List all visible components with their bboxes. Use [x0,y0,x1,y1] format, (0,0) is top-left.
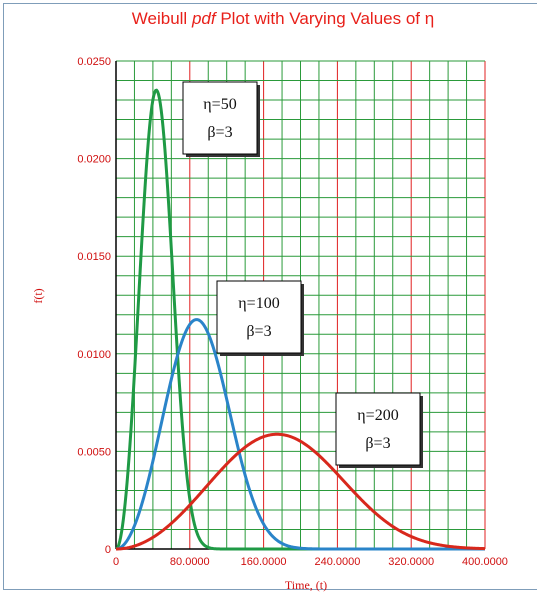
chart-title: Weibull pdf Plot with Varying Values of … [132,9,434,28]
annotation-text: η=100 [238,295,279,312]
y-tick-label: 0.0100 [77,349,111,361]
annotation-text: β=3 [365,435,390,452]
y-axis-label: f(t) [31,288,45,303]
y-tick-label: 0.0200 [77,154,111,166]
x-tick-label: 0 [113,556,119,568]
y-tick-label: 0.0250 [77,56,111,68]
x-tick-label: 80.0000 [170,556,210,568]
data-curves [115,88,486,551]
annotation-box [216,280,302,354]
y-tick-label: 0.0150 [77,251,111,263]
x-tick-label: 400.0000 [462,556,508,568]
annotation-text: β=3 [207,124,232,141]
y-tick-labels: 0 0.0050 0.0100 0.0150 0.0200 0.0250 [77,56,111,556]
annotation-box [335,392,421,466]
annotation-box [182,81,258,155]
x-tick-label: 240.0000 [314,556,360,568]
annotation-text: η=200 [357,407,398,424]
title-suffix: Plot with Varying Values of η [220,9,434,28]
x-tick-labels: 0 80.0000 160.0000 240.0000 320.0000 400.0000 [113,556,508,568]
x-axis-label: Time, (t) [285,578,327,592]
title-italic: pdf [191,9,218,28]
y-tick-label: 0.0050 [77,446,111,458]
chart-frame [3,3,537,590]
x-tick-label: 320.0000 [388,556,434,568]
title-prefix: Weibull [132,9,187,28]
y-tick-label: 0 [105,544,111,556]
curve-annotations: η=50 β=3 η=100 β=3 η=200 β=3 [182,81,423,468]
annotation-text: β=3 [246,323,271,340]
x-tick-label: 160.0000 [241,556,287,568]
annotation-text: η=50 [203,96,236,113]
curve-eta-200 [115,432,486,551]
curve-eta-100 [115,318,486,551]
